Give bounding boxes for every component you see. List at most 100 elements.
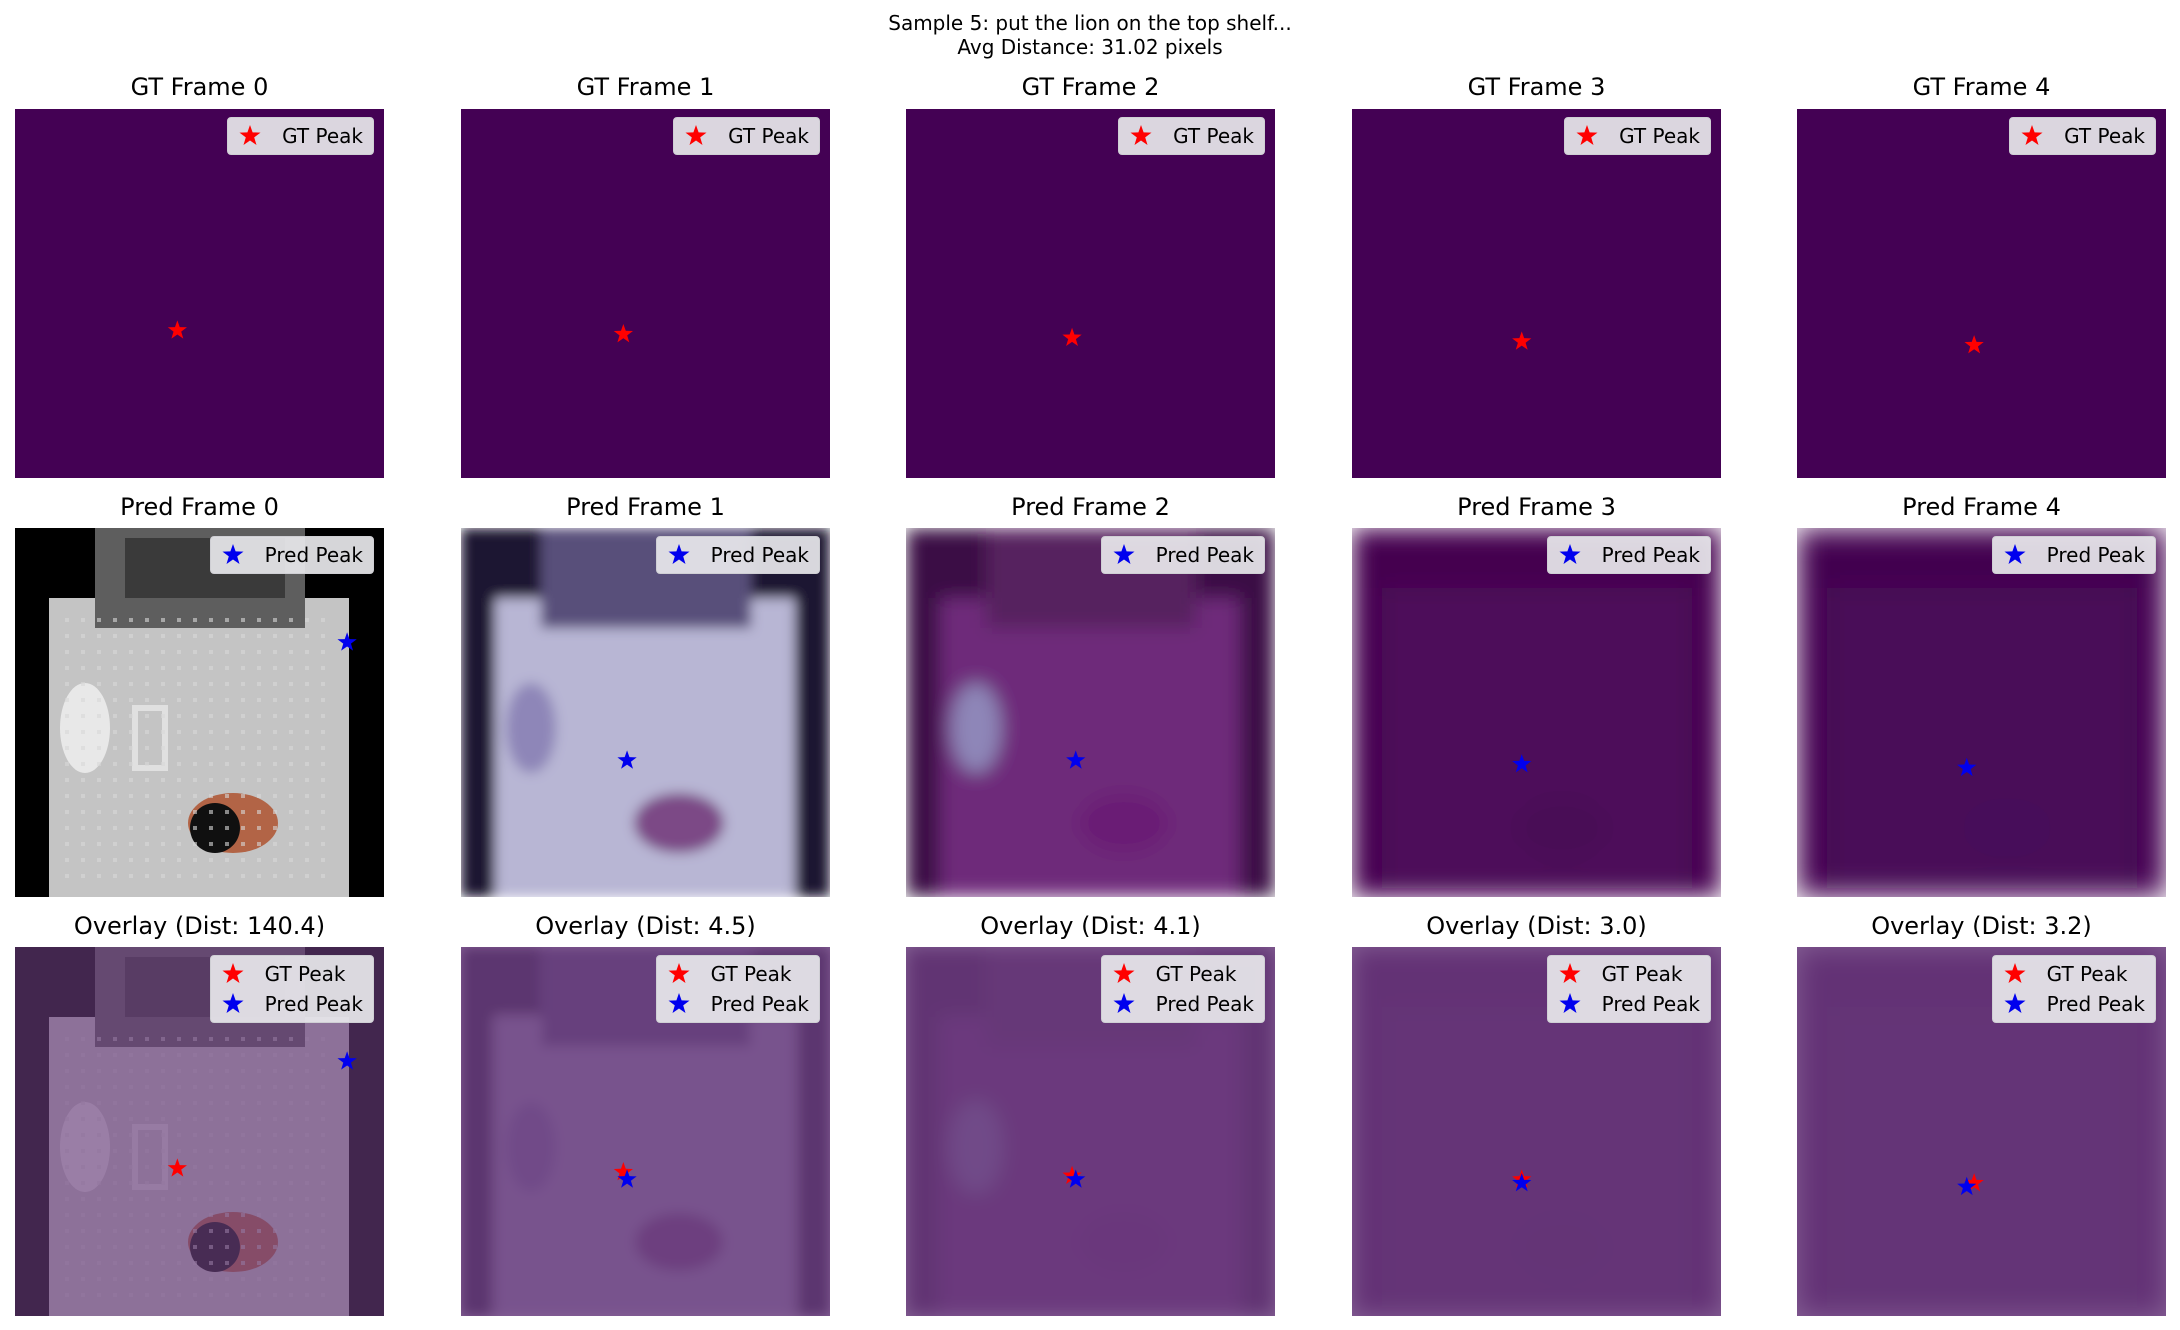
legend-entry-pred: Pred Peak <box>1558 989 1700 1019</box>
star-icon <box>1576 125 1598 145</box>
legend: GT Peak <box>2009 117 2156 155</box>
legend-label: GT Peak <box>710 962 792 986</box>
legend: GT Peak Pred Peak <box>1100 955 1265 1023</box>
star-icon <box>1130 125 1152 145</box>
legend-entry-gt: GT Peak <box>1112 959 1254 989</box>
legend-label: GT Peak <box>282 124 363 148</box>
legend: GT Peak <box>227 117 374 155</box>
panel-title: Overlay (Dist: 140.4) <box>73 912 326 940</box>
figure-title-line2: Avg Distance: 31.02 pixels <box>957 35 1223 59</box>
star-icon <box>1113 993 1135 1013</box>
star-icon <box>222 544 244 564</box>
overlay-panel-2: GT Peak Pred Peak <box>906 947 1275 1316</box>
panel-title: Overlay (Dist: 3.0) <box>1426 912 1647 940</box>
legend-label: Pred Peak <box>1601 992 1700 1016</box>
gt-panel-2: GT Peak <box>906 109 1275 478</box>
legend-entry-gt: GT Peak <box>684 121 809 151</box>
legend-entry-gt: GT Peak <box>1129 121 1254 151</box>
legend: GT Peak Pred Peak <box>1991 955 2156 1023</box>
pred-panel-2: Pred Peak <box>906 528 1275 897</box>
legend-label: GT Peak <box>1155 962 1237 986</box>
legend-label: GT Peak <box>2064 124 2145 148</box>
star-icon <box>2004 963 2026 983</box>
star-icon <box>222 993 244 1013</box>
panel-title: Pred Frame 3 <box>1457 493 1616 521</box>
pred-panel-4: Pred Peak <box>1797 528 2166 897</box>
legend-label: Pred Peak <box>2046 992 2145 1016</box>
legend-label: Pred Peak <box>1601 543 1700 567</box>
legend-label: GT Peak <box>728 124 809 148</box>
legend: Pred Peak <box>209 536 374 574</box>
panel-title: Pred Frame 2 <box>1011 493 1170 521</box>
legend-entry-pred: Pred Peak <box>1558 540 1700 570</box>
legend: GT Peak Pred Peak <box>209 955 374 1023</box>
legend-label: Pred Peak <box>264 543 363 567</box>
gt-panel-4: GT Peak <box>1797 109 2166 478</box>
pred-panel-0: Pred Peak <box>15 528 384 897</box>
legend-label: GT Peak <box>1173 124 1254 148</box>
legend-label: Pred Peak <box>1155 543 1254 567</box>
legend: GT Peak <box>673 117 820 155</box>
panel-title: Pred Frame 1 <box>566 493 725 521</box>
legend-label: Pred Peak <box>2046 543 2145 567</box>
legend: GT Peak Pred Peak <box>655 955 820 1023</box>
gt-heatmap <box>1352 109 1721 478</box>
legend-entry-gt: GT Peak <box>667 959 809 989</box>
pred-panel-3: Pred Peak <box>1352 528 1721 897</box>
legend-entry-pred: Pred Peak <box>667 989 809 1019</box>
panel-title: Pred Frame 0 <box>120 493 279 521</box>
star-icon <box>685 125 707 145</box>
legend-entry-pred: Pred Peak <box>1112 540 1254 570</box>
panel-title: GT Frame 1 <box>576 73 715 101</box>
panel-title: Overlay (Dist: 4.5) <box>535 912 756 940</box>
panel-title: Overlay (Dist: 4.1) <box>980 912 1201 940</box>
panel-title: Pred Frame 4 <box>1902 493 2061 521</box>
star-icon <box>668 993 690 1013</box>
star-icon <box>668 963 690 983</box>
legend-entry-gt: GT Peak <box>2020 121 2145 151</box>
legend-entry-pred: Pred Peak <box>221 540 363 570</box>
legend-label: Pred Peak <box>1155 992 1254 1016</box>
legend-entry-gt: GT Peak <box>238 121 363 151</box>
gt-heatmap <box>461 109 830 478</box>
legend-label: Pred Peak <box>710 992 809 1016</box>
panel-title: GT Frame 2 <box>1021 73 1160 101</box>
legend-entry-gt: GT Peak <box>1575 121 1700 151</box>
pred-heatmap <box>461 528 830 897</box>
legend-entry-pred: Pred Peak <box>221 989 363 1019</box>
legend: Pred Peak <box>1546 536 1711 574</box>
legend-entry-gt: GT Peak <box>221 959 363 989</box>
overlay-heatmap <box>1797 947 2166 1316</box>
star-icon <box>222 963 244 983</box>
legend: Pred Peak <box>1100 536 1265 574</box>
legend-entry-gt: GT Peak <box>2003 959 2145 989</box>
overlay-panel-3: GT Peak Pred Peak <box>1352 947 1721 1316</box>
pred-heatmap <box>1352 528 1721 897</box>
panel-title: GT Frame 3 <box>1467 73 1606 101</box>
legend-label: GT Peak <box>2046 962 2128 986</box>
gt-heatmap <box>15 109 384 478</box>
star-icon <box>1113 544 1135 564</box>
pred-heatmap <box>906 528 1275 897</box>
legend-label: GT Peak <box>1619 124 1700 148</box>
legend: Pred Peak <box>655 536 820 574</box>
star-icon <box>2004 544 2026 564</box>
pred-heatmap <box>1797 528 2166 897</box>
gt-panel-3: GT Peak <box>1352 109 1721 478</box>
legend-label: Pred Peak <box>264 992 363 1016</box>
star-icon <box>668 544 690 564</box>
overlay-panel-1: GT Peak Pred Peak <box>461 947 830 1316</box>
legend-label: Pred Peak <box>710 543 809 567</box>
legend-label: GT Peak <box>1601 962 1683 986</box>
legend: Pred Peak <box>1991 536 2156 574</box>
legend-entry-pred: Pred Peak <box>2003 989 2145 1019</box>
gt-heatmap <box>906 109 1275 478</box>
legend-entry-gt: GT Peak <box>1558 959 1700 989</box>
star-icon <box>2004 993 2026 1013</box>
gt-panel-1: GT Peak <box>461 109 830 478</box>
gt-panel-0: GT Peak <box>15 109 384 478</box>
overlay-panel-0: GT Peak Pred Peak <box>15 947 384 1316</box>
panel-title: GT Frame 0 <box>130 73 269 101</box>
legend-entry-pred: Pred Peak <box>667 540 809 570</box>
pred-heatmap <box>15 528 384 897</box>
